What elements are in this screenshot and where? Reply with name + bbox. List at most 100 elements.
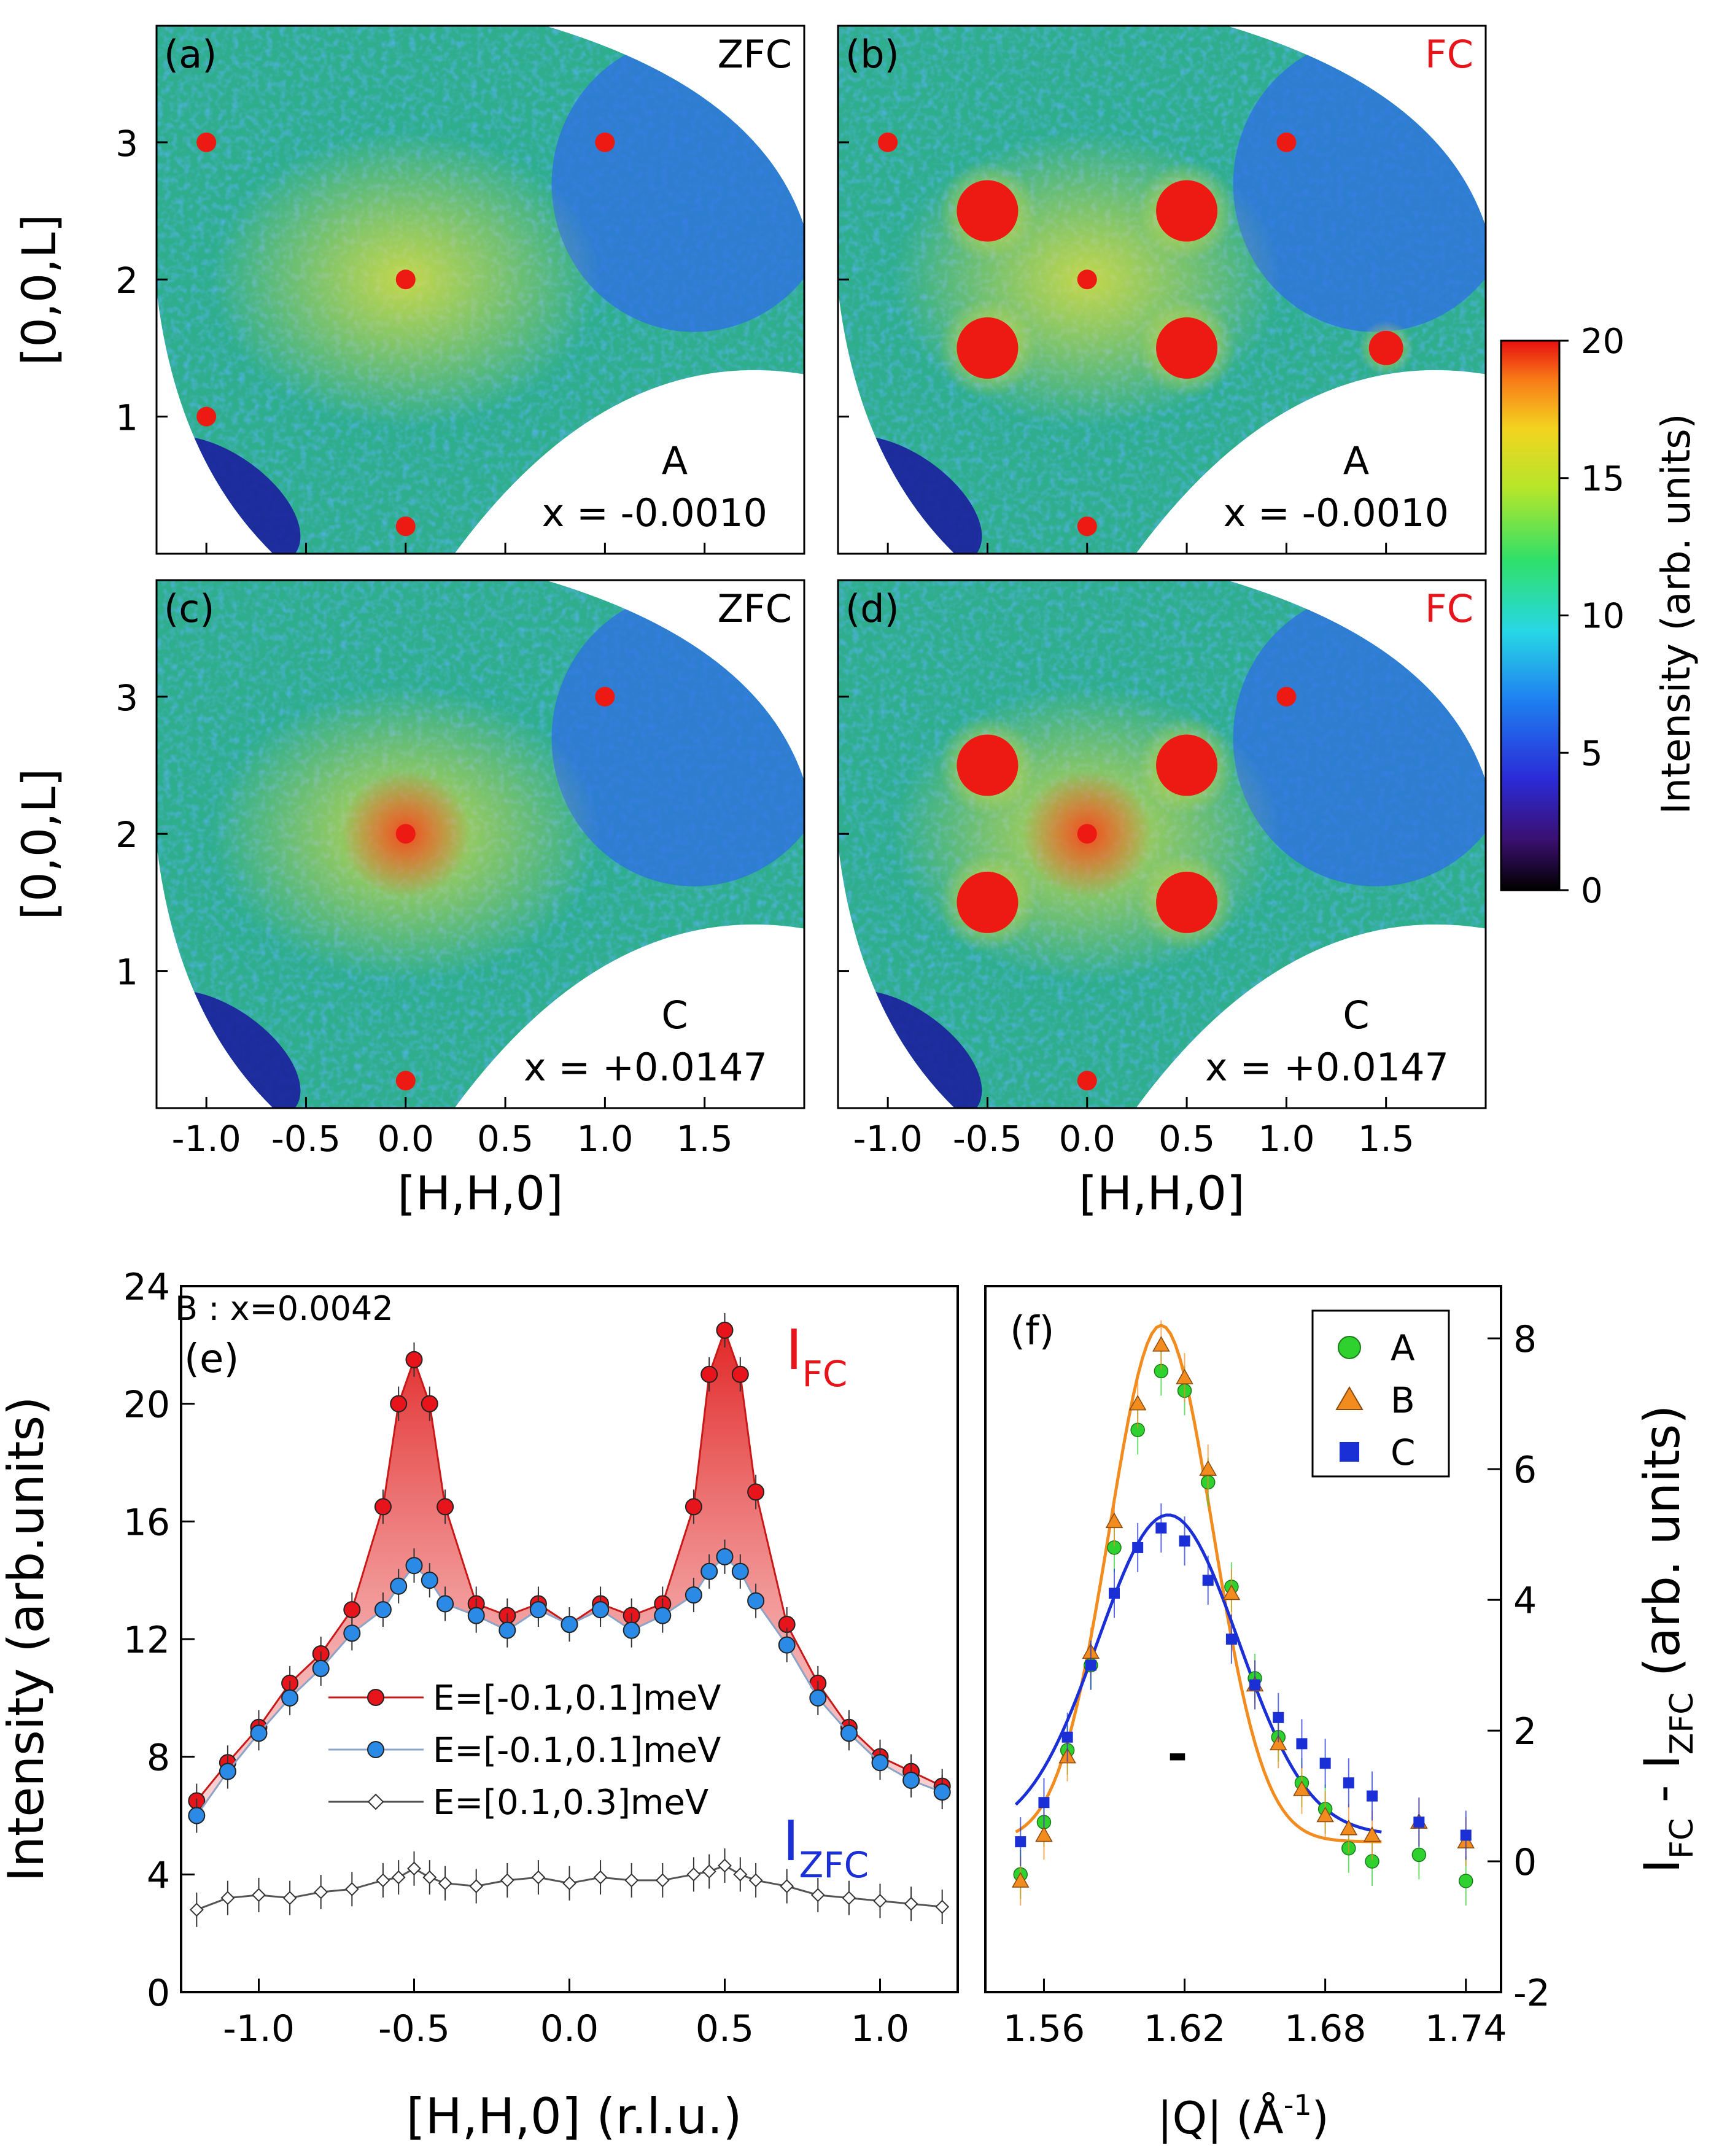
legend-marker-B	[1335, 1386, 1364, 1410]
data-point	[747, 1592, 765, 1610]
panel-f-xlabel-tail: )	[1312, 2092, 1329, 2144]
data-point	[1085, 1659, 1096, 1671]
map-bright-spot	[595, 132, 615, 152]
data-point	[252, 1888, 266, 1902]
x-tick-label: 1.0	[851, 2007, 909, 2050]
map-x-tick-label: -1.0	[172, 1118, 241, 1160]
map-bright-spot	[1156, 317, 1218, 379]
y-tick-label: 6	[1513, 1449, 1537, 1492]
y-tick-label: 16	[123, 1501, 170, 1544]
colorbar-tick-label: 0	[1581, 871, 1603, 911]
map-x-tick-label: -1.0	[853, 1118, 923, 1160]
map-bright-spot	[956, 871, 1018, 933]
y-tick-label: 4	[147, 1854, 170, 1897]
data-point	[810, 1888, 825, 1902]
data-point	[391, 1870, 406, 1885]
legend-label: E=[-0.1,0.1]meV	[433, 1678, 721, 1718]
data-point	[842, 1891, 856, 1906]
map-bright-spot	[1276, 132, 1297, 152]
data-point	[344, 1882, 359, 1896]
data-point	[1413, 1817, 1425, 1828]
y-tick-label: 0	[1513, 1841, 1537, 1884]
map-frame	[837, 579, 1487, 1109]
map-panel-letter: (d)	[845, 586, 899, 631]
panel-f-ylabel: IFC - IZFC (arb. units)	[1634, 1405, 1701, 1873]
map-bright-spot	[395, 270, 416, 290]
y-tick-label: 8	[147, 1737, 170, 1780]
legend-label: B	[1391, 1379, 1415, 1421]
data-point	[529, 1601, 547, 1619]
map-bright-spot	[395, 824, 416, 844]
fit-curve-B	[1015, 1324, 1382, 1844]
ifc-sub: FC	[802, 1353, 848, 1395]
data-point	[904, 1896, 918, 1911]
data-point	[374, 1601, 392, 1619]
data-point	[531, 1870, 546, 1885]
panel-f-letter: (f)	[1010, 1309, 1054, 1354]
x-tick-label: -1.0	[223, 2007, 295, 2050]
panel-f: -2 0 2 4 6 8 1.56 1.62 1.68 1.74 (f) - ABC IFC - …	[984, 1285, 1701, 2144]
map-x-tick-label: 1.0	[1258, 1118, 1314, 1160]
data-point	[405, 1557, 423, 1575]
data-point	[421, 1395, 438, 1413]
data-point	[1319, 1758, 1331, 1769]
map-bright-spot	[1156, 180, 1218, 242]
data-point	[219, 1762, 236, 1780]
data-point	[1269, 1734, 1287, 1751]
panel-e-letter: (e)	[184, 1336, 239, 1382]
x-tick-label: 0.0	[540, 2007, 599, 2050]
panel-f-ylabel-sub1: FC	[1664, 1818, 1701, 1859]
map-panel-c: 1 2 3 -1.0 -0.5 0.0 0.5 1.0 1.5 (c) ZFC Cx = +0.014…	[12, 579, 805, 1220]
x-tick-label: 1.56	[1003, 2007, 1085, 2050]
data-point	[685, 1498, 702, 1516]
data-point	[1460, 1829, 1472, 1841]
data-point	[1105, 1512, 1123, 1529]
y-tick-label: -2	[1513, 1972, 1550, 2015]
data-point	[700, 1365, 718, 1383]
data-point	[654, 1607, 672, 1624]
map-bright-spot	[956, 180, 1018, 242]
data-point	[731, 1562, 749, 1580]
panel-f-legend: ABC	[1311, 1309, 1450, 1478]
data-point	[1343, 1777, 1354, 1789]
y-tick-label: 0	[147, 1972, 170, 2015]
data-point	[467, 1607, 485, 1624]
data-point	[1458, 1874, 1473, 1888]
map-bright-spot	[878, 132, 898, 152]
data-point	[593, 1870, 608, 1885]
legend-label: A	[1391, 1327, 1415, 1369]
map-intensity	[157, 580, 804, 1108]
data-point	[499, 1621, 516, 1639]
panel-f-ylabel-tail: (arb. units)	[1634, 1405, 1691, 1692]
data-point	[655, 1873, 670, 1888]
data-point	[840, 1724, 858, 1742]
map-bright-spot	[956, 734, 1018, 796]
data-point	[343, 1624, 361, 1642]
x-tick-label: 1.74	[1425, 2007, 1507, 2050]
map-x-tick-label: 1.5	[1358, 1118, 1414, 1160]
data-point	[562, 1876, 576, 1891]
data-point	[1011, 1872, 1030, 1888]
map-x-label: [H,H,0]	[1079, 1166, 1244, 1220]
map-bright-spot	[1077, 516, 1097, 537]
data-point	[438, 1876, 452, 1891]
map-x-value-label: x = +0.0147	[524, 1045, 767, 1090]
data-point	[1109, 1588, 1120, 1599]
legend-marker-C	[1340, 1442, 1359, 1462]
data-point	[1411, 1847, 1427, 1863]
map-bright-spot	[196, 132, 217, 152]
data-point	[1202, 1575, 1214, 1586]
data-point	[436, 1595, 454, 1613]
map-panel-letter: (b)	[845, 32, 899, 77]
map-x-value-label: x = +0.0147	[1205, 1045, 1449, 1090]
data-point	[1015, 1836, 1026, 1848]
legend-marker	[367, 1793, 384, 1810]
data-point	[592, 1601, 610, 1619]
map-x-tick-label: -0.5	[953, 1118, 1022, 1160]
panel-e-sample-note: B : x=0.0042	[175, 1289, 394, 1328]
map-bright-spot	[1077, 270, 1097, 290]
map-x-tick-label: 0.5	[477, 1118, 533, 1160]
data-point	[281, 1689, 299, 1707]
data-point	[809, 1689, 827, 1707]
